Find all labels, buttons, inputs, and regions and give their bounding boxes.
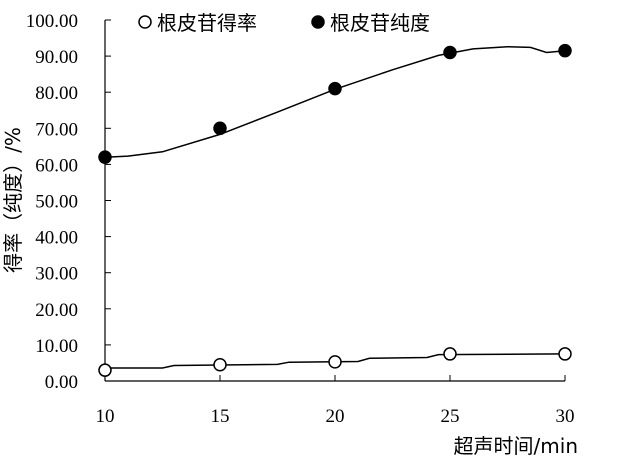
- axes: [104, 20, 565, 382]
- legend: 根皮苷得率 根皮苷纯度: [138, 11, 430, 35]
- y-tick-label: 10.00: [35, 336, 78, 357]
- data-point-open: [328, 355, 342, 369]
- y-tick-label: 20.00: [35, 300, 78, 321]
- y-tick-label: 50.00: [35, 192, 78, 213]
- series-group: [98, 43, 572, 377]
- x-axis-label: 超声时间/min: [454, 434, 578, 458]
- legend-marker: [138, 15, 152, 29]
- y-axis-label: 得率（纯度）/%: [1, 127, 25, 273]
- y-tick-label: 90.00: [35, 47, 78, 68]
- series-line: [104, 45, 566, 158]
- y-tick-label: 30.00: [35, 264, 78, 285]
- ticks: 0.00 10.00 20.00 30.00 40.00 50.00 60.00 70.00 8…: [26, 11, 575, 427]
- x-tick-label: 30: [556, 406, 575, 427]
- legend-label: 根皮苷纯度: [330, 11, 430, 35]
- data-point-open: [98, 363, 112, 377]
- data-point-filled: [328, 81, 342, 96]
- legend-marker: [311, 15, 325, 29]
- series-line: [105, 353, 566, 369]
- x-tick-label: 25: [441, 406, 460, 427]
- data-point-open: [443, 347, 457, 361]
- y-tick-label: 60.00: [35, 155, 78, 176]
- data-point-filled: [98, 150, 112, 164]
- y-tick-label: 0.00: [45, 372, 78, 393]
- x-tick-label: 15: [211, 406, 230, 427]
- data-point-open: [558, 347, 572, 361]
- data-point-filled: [213, 121, 227, 136]
- data-point-filled: [558, 43, 572, 58]
- legend-label: 根皮苷得率: [157, 11, 257, 35]
- x-tick-label: 10: [96, 406, 115, 427]
- y-tick-label: 40.00: [35, 228, 78, 249]
- data-point-open: [213, 358, 227, 372]
- x-tick-label: 20: [326, 406, 345, 427]
- data-point-filled: [443, 45, 457, 60]
- y-tick-label: 70.00: [35, 119, 78, 140]
- y-tick-label: 100.00: [26, 11, 78, 32]
- y-tick-label: 80.00: [35, 83, 78, 104]
